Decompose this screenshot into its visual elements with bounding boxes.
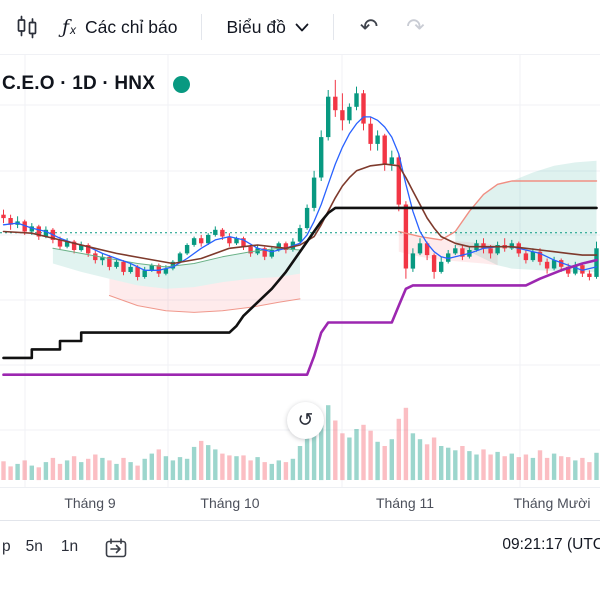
calendar-icon	[105, 538, 127, 558]
cloud-green-right	[455, 160, 597, 272]
price-chart[interactable]	[0, 55, 600, 487]
chart-style-button[interactable]	[14, 14, 40, 40]
cloud-bottom-line-left	[108, 295, 301, 313]
x-axis-label: Tháng Mười	[513, 495, 591, 511]
interval-1d-button[interactable]: 1n	[52, 534, 87, 560]
indicator-lines	[2, 116, 598, 377]
chart-menu-label: Biểu đồ	[226, 16, 286, 37]
cloud-pink-left	[109, 273, 301, 313]
indicators-label: Các chỉ báo	[85, 16, 178, 37]
chart-menu-button[interactable]: Biểu đồ	[216, 11, 318, 44]
interval-5d-button[interactable]: 5n	[17, 534, 52, 560]
trailing-purple	[2, 258, 598, 377]
x-axis-label: Tháng 11	[375, 495, 435, 511]
goto-date-button[interactable]	[101, 534, 131, 564]
undo-button[interactable]: ↶	[346, 14, 392, 40]
interval-partial[interactable]: p	[2, 538, 11, 555]
bottom-toolbar: p 5n 1n 09:21:17 (UTC	[0, 520, 600, 600]
candlestick-icon	[17, 15, 37, 39]
tenkan-line	[2, 116, 598, 271]
x-axis-label: Tháng 9	[64, 495, 116, 511]
replay-button[interactable]: ↺	[287, 402, 324, 439]
ichimoku-clouds	[52, 160, 597, 313]
toolbar-divider	[201, 14, 203, 40]
fx-icon-f: ƒ	[62, 15, 70, 38]
fx-icon-x: x	[70, 22, 77, 37]
cloud-pink-right	[398, 231, 498, 266]
kijun-line	[2, 163, 598, 265]
chevron-down-icon	[295, 23, 309, 31]
redo-button[interactable]: ↷	[392, 14, 438, 40]
volume-bars	[1, 405, 599, 481]
toolbar-divider	[332, 14, 334, 40]
x-axis-label: Tháng 10	[200, 495, 260, 511]
baseline-black	[2, 206, 598, 360]
chart-area[interactable]: C.E.O · 1D · HNX ↺ Tháng 9 Tháng 10 Tháng …	[0, 55, 600, 520]
clock: 09:21:17 (UTC	[502, 536, 600, 553]
senkou-a-right	[398, 180, 598, 241]
cloud-green-left	[52, 248, 301, 289]
time-axis[interactable]: Tháng 9 Tháng 10 Tháng 11 Tháng Mười	[0, 487, 600, 520]
